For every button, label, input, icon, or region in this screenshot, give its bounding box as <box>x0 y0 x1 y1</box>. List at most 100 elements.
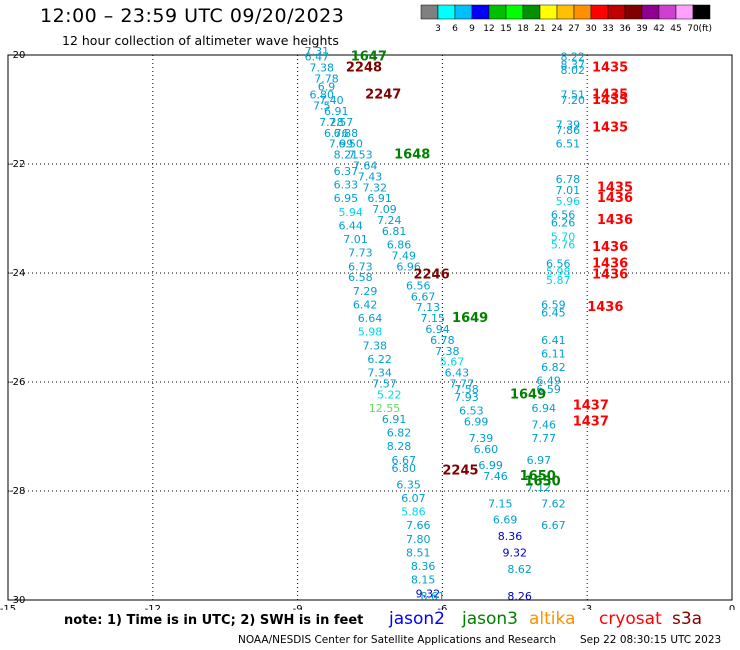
x-tick-label: 0 <box>729 604 735 610</box>
wave-height-value: 6.99 <box>478 459 503 472</box>
colorbar-label: 21 <box>534 24 545 34</box>
wave-height-value: 7.58 <box>454 383 479 396</box>
wave-height-value: 6.22 <box>367 353 392 366</box>
wave-height-value: 6.91 <box>382 413 407 426</box>
wave-height-value: 8.36 <box>498 530 523 543</box>
wave-height-value: 9.32 <box>416 587 441 600</box>
wave-height-value: 6.86 <box>387 238 412 251</box>
wave-height-value: 5.67 <box>440 356 465 369</box>
wave-height-value: 6.56 <box>406 279 431 292</box>
wave-height-value: 6.78 <box>556 173 581 186</box>
track-time-label: 1436 <box>592 240 628 255</box>
colorbar-label: 12 <box>483 24 494 34</box>
colorbar-label: 30 <box>585 24 597 34</box>
wave-height-value: 6.78 <box>430 334 455 347</box>
wave-height-value: 6.51 <box>556 138 581 151</box>
wave-height-value: 7.62 <box>541 497 566 510</box>
y-tick-label: -28 <box>9 486 25 497</box>
track-time-label: 1435 <box>597 180 633 195</box>
generated-timestamp: Sep 22 08:30:15 UTC 2023 <box>580 634 722 646</box>
wave-height-value: 5.86 <box>401 506 426 519</box>
wave-height-value: 7.29 <box>353 285 378 298</box>
wave-height-value: 6.44 <box>338 219 363 232</box>
wave-height-value: 6.73 <box>348 260 373 273</box>
track-time-label: 1649 <box>452 311 488 326</box>
track-time-label: 1435 <box>592 60 628 75</box>
x-tick-label: -6 <box>437 604 447 610</box>
wave-height-value: 7.86 <box>556 124 581 137</box>
wave-height-value: 5.96 <box>556 195 581 208</box>
wave-height-value: 7.01 <box>343 233 368 246</box>
wave-height-value: 8.37 <box>560 59 585 72</box>
wave-height-value: 8.22 <box>560 50 585 63</box>
wave-height-value: 6.82 <box>387 427 412 440</box>
colorbar-label: 33 <box>602 24 613 34</box>
legend-altika: altika <box>529 609 576 629</box>
wave-height-value: 6.56 <box>551 209 576 222</box>
wave-height-value: 6.94 <box>532 402 557 415</box>
colorbar-label: 70 <box>687 24 699 34</box>
track-time-label: 1436 <box>592 257 628 272</box>
wave-height-value: 6.64 <box>358 312 383 325</box>
wave-height-value: 6.91 <box>367 192 392 205</box>
track-time-label: 1650 <box>520 469 556 484</box>
colorbar-label: 36 <box>619 24 631 34</box>
wave-height-value: 7.51 <box>560 89 585 102</box>
wave-height-value: 7.09 <box>372 203 397 216</box>
track-time-label: 1436 <box>592 267 628 282</box>
x-tick-label: -9 <box>293 604 303 610</box>
wave-height-value: 8.61 <box>420 590 445 603</box>
track-time-label: 1648 <box>394 148 430 163</box>
wave-height-value: 8.21 <box>334 149 359 162</box>
track-time-label: 2245 <box>442 464 478 479</box>
wave-height-value: 5.70 <box>551 230 576 243</box>
wave-height-value: 5.94 <box>338 206 363 219</box>
colorbar-label: 45 <box>670 24 681 34</box>
wave-height-value: 6.95 <box>334 192 359 205</box>
wave-height-value: 7.32 <box>363 181 388 194</box>
track-time-label: 1436 <box>597 191 633 206</box>
wave-height-value: 7.78 <box>314 72 339 85</box>
wave-height-value: 6.26 <box>551 217 576 230</box>
wave-height-value: 6.60 <box>474 443 499 456</box>
wave-height-value: 7.53 <box>348 149 373 162</box>
track-time-label: 2246 <box>413 267 449 282</box>
wave-height-value: 7.39 <box>556 119 581 132</box>
wave-height-value: 7.24 <box>377 214 402 227</box>
wave-height-value: 6.37 <box>334 165 359 178</box>
wave-height-value: 6.47 <box>305 50 330 63</box>
colorbar-label: 18 <box>517 24 529 34</box>
wave-height-value: 7.28 <box>319 116 344 129</box>
wave-height-value: 12.55 <box>369 402 401 415</box>
wave-height-value: 5.76 <box>551 238 576 251</box>
wave-height-value: 7.46 <box>483 470 508 483</box>
wave-height-value: 7.5 <box>313 100 331 113</box>
wave-height-value: 7.46 <box>532 418 557 431</box>
colorbar-label: 3 <box>435 24 441 34</box>
wave-height-value: 6.80 <box>309 89 334 102</box>
wave-height-value: 8.02 <box>560 64 585 77</box>
track-time-label: 1650 <box>524 475 560 490</box>
wave-height-value: 6.07 <box>401 492 426 505</box>
wave-height-value: 6.53 <box>459 405 484 418</box>
wave-height-value: 7.99 <box>329 138 354 151</box>
wave-height-value: 6.91 <box>324 105 349 118</box>
wave-height-value: 6.56 <box>546 258 571 271</box>
colorbar-label: 6 <box>452 24 458 34</box>
wave-height-value: 6.41 <box>541 334 566 347</box>
map-subtitle: 12 hour collection of altimeter wave hei… <box>62 33 339 48</box>
colorbar-label: 39 <box>636 24 648 34</box>
colorbar-label: 15 <box>500 24 511 34</box>
track-time-label: 1437 <box>573 415 609 430</box>
legend-cryosat: cryosat <box>599 609 662 629</box>
wave-height-map: -15 -12 -9 -6 -3 0-20-22-24-26-28-307.316.477… <box>0 45 735 610</box>
colorbar-label: 42 <box>653 24 664 34</box>
wave-height-value: 6.49 <box>536 375 561 388</box>
wave-height-value: 6.96 <box>396 260 421 273</box>
wave-height-value: 7.38 <box>435 345 460 358</box>
legend-jason2: jason2 <box>389 609 445 629</box>
wave-height-value: 6.42 <box>353 298 378 311</box>
wave-height-value: 6.9 <box>318 80 336 93</box>
track-time-label: 1436 <box>597 213 633 228</box>
wave-height-value: 8.62 <box>507 563 532 576</box>
